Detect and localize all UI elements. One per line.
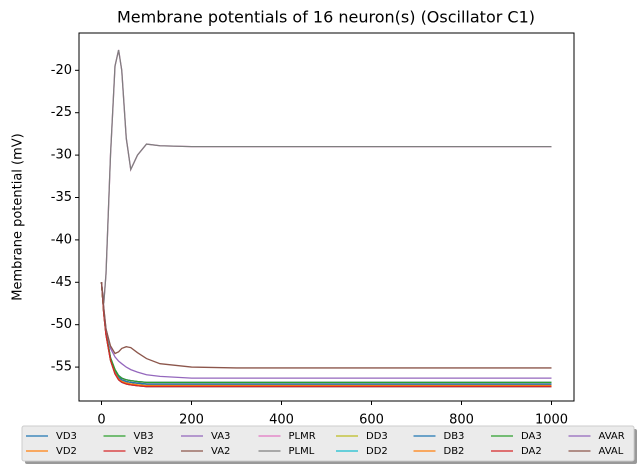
series-line	[100, 49, 552, 304]
x-tick-label: 600	[359, 413, 384, 428]
series-line	[100, 282, 552, 387]
y-tick-label: -55	[51, 360, 72, 375]
y-tick-label: -35	[51, 190, 72, 205]
legend-label: VB3	[134, 431, 154, 442]
x-tick-label: 200	[179, 413, 204, 428]
legend-label: VD3	[56, 431, 77, 442]
series-line	[100, 282, 552, 385]
series-line	[100, 49, 552, 304]
legend-box	[21, 425, 635, 462]
legend-label: VA3	[211, 431, 230, 442]
series-line	[100, 282, 552, 385]
y-tick-label: -50	[51, 317, 72, 332]
legend-label: DD2	[366, 446, 388, 457]
legend-label: VB2	[134, 446, 154, 457]
legend-label: VD2	[56, 446, 77, 457]
x-tick-label: 800	[449, 413, 474, 428]
legend-label: AVAL	[599, 446, 624, 457]
legend-label: PLML	[289, 446, 315, 457]
y-axis-label: Membrane potential (mV)	[11, 133, 26, 300]
legend-label: DB2	[444, 446, 465, 457]
y-tick-label: -20	[51, 63, 72, 78]
legend-label: AVAR	[599, 431, 625, 442]
x-tick-label: 1000	[535, 413, 568, 428]
chart-title: Membrane potentials of 16 neuron(s) (Osc…	[117, 8, 535, 27]
series-line	[100, 282, 552, 388]
series-line	[100, 282, 552, 369]
x-tick-label: 0	[97, 413, 105, 428]
legend-label: DD3	[366, 431, 388, 442]
legend-label: DB3	[444, 431, 465, 442]
y-tick-label: -25	[51, 105, 72, 120]
legend-label: DA3	[521, 431, 542, 442]
plot-frame	[78, 32, 575, 402]
series-line	[100, 282, 552, 385]
series-line	[100, 282, 552, 388]
series-line	[100, 282, 552, 387]
legend: VD3 VD2 VB3 VB2 VA3 VA2 PLMR PLML DD3 DD2 DB3 DB2 DA…	[21, 425, 637, 464]
legend-label: VA2	[211, 446, 230, 457]
series-line	[100, 282, 552, 387]
y-tick-label: -40	[51, 232, 72, 247]
x-tick-label: 400	[269, 413, 294, 428]
legend-label: DA2	[521, 446, 542, 457]
series-line	[100, 282, 552, 388]
legend-label: PLMR	[289, 431, 316, 442]
series-line	[100, 282, 552, 379]
y-tick-label: -30	[51, 148, 72, 163]
y-tick-label: -45	[51, 275, 72, 290]
